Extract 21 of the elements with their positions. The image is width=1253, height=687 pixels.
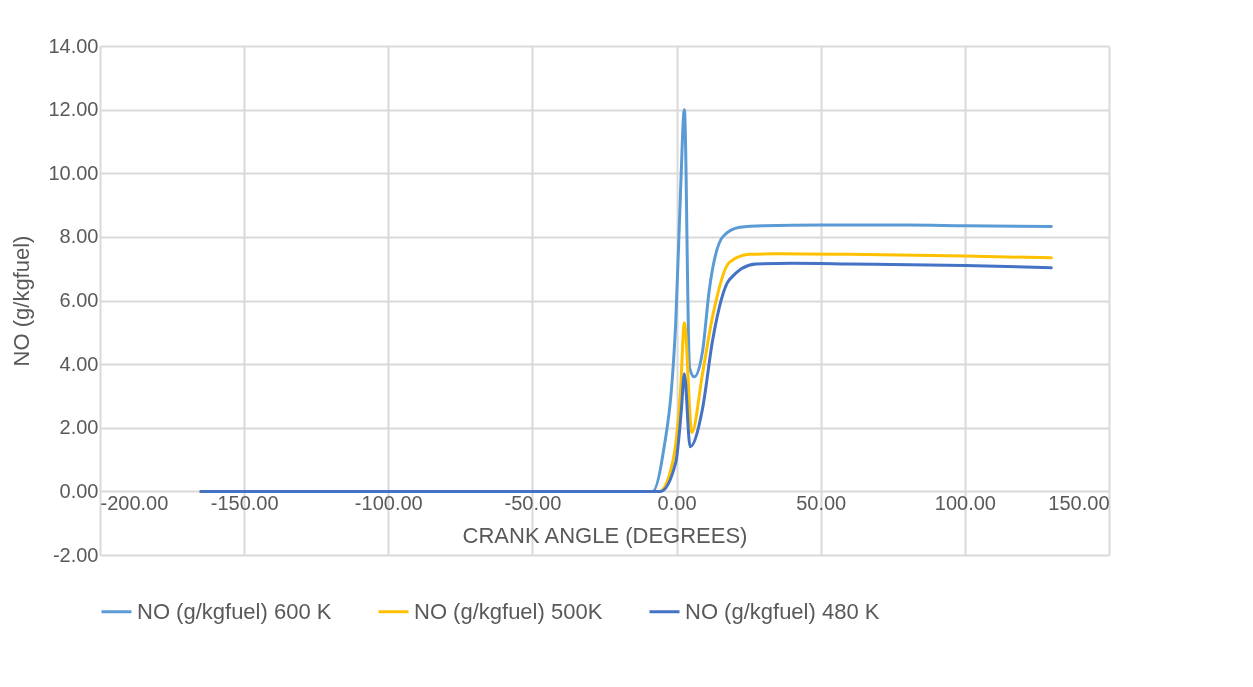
x-tick-label: 50.00 [796, 491, 847, 514]
x-tick-label: 150.00 [1048, 491, 1110, 514]
y-tick-label: 10.00 [48, 161, 99, 184]
x-tick-label: -200.00 [100, 491, 169, 514]
x-tick-label: 0.00 [657, 491, 697, 514]
y-tick-label: -2.00 [52, 543, 99, 566]
x-tick-label: -100.00 [354, 491, 423, 514]
y-tick-label: 2.00 [59, 416, 99, 439]
y-tick-label: 8.00 [59, 225, 99, 248]
y-tick-label: 12.00 [48, 98, 99, 121]
legend-label: NO (g/kgfuel) 480 K [685, 598, 880, 624]
legend-label: NO (g/kgfuel) 500K [414, 598, 603, 624]
y-axis-title: NO (g/kgfuel) [9, 235, 35, 367]
x-tick-label: -50.00 [504, 491, 562, 514]
y-tick-label: 4.00 [59, 352, 99, 375]
legend-label: NO (g/kgfuel) 600 K [137, 598, 332, 624]
x-tick-label: 100.00 [934, 491, 996, 514]
y-tick-label: 14.00 [48, 34, 99, 57]
x-tick-label: -150.00 [210, 491, 279, 514]
x-axis-title: CRANK ANGLE (DEGREES) [462, 522, 748, 548]
y-tick-label: 6.00 [59, 289, 99, 311]
